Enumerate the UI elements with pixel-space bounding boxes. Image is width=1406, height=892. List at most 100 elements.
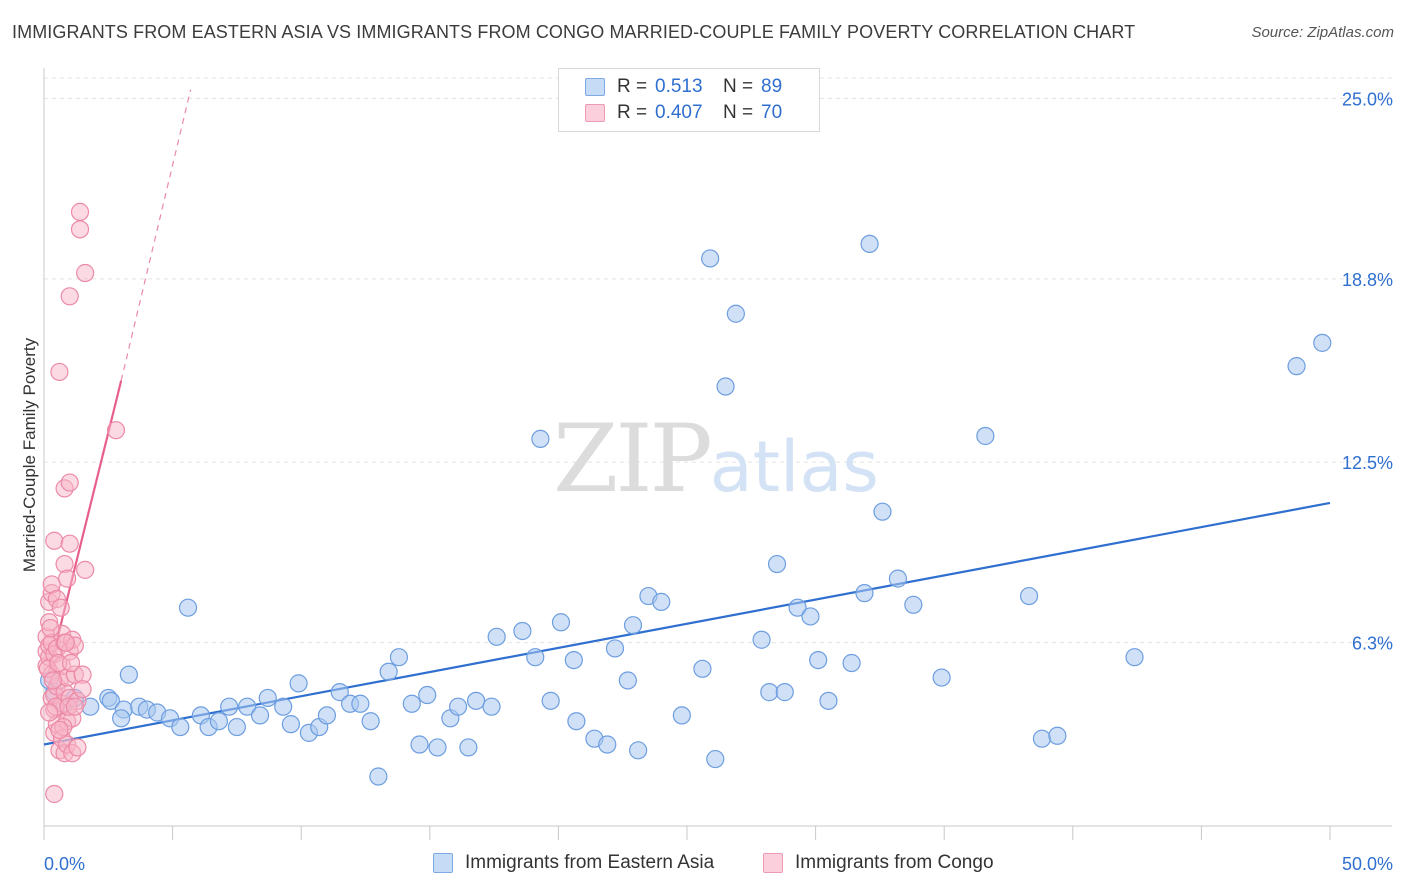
eastern-asia-point [1019, 586, 1039, 606]
eastern-asia-point [672, 706, 691, 725]
eastern-asia-point [209, 712, 228, 731]
congo-point [61, 653, 81, 673]
congo-point [68, 738, 87, 757]
eastern-asia-point [258, 688, 277, 708]
eastern-asia-point [623, 616, 643, 635]
eastern-asia-point [860, 234, 879, 253]
eastern-asia-point [842, 653, 861, 673]
eastern-asia-point [330, 683, 349, 702]
eastern-asia-point [809, 651, 828, 670]
congo-point [45, 784, 64, 804]
eastern-asia-point [220, 697, 239, 716]
x-tick-label-max: 50.0% [1342, 854, 1393, 874]
eastern-asia-point [250, 706, 270, 725]
eastern-asia-point [1313, 333, 1332, 352]
eastern-asia-point [351, 694, 370, 713]
eastern-asia-point [112, 709, 131, 728]
legend-n-label: N = [723, 102, 754, 123]
eastern-asia-point [760, 683, 779, 702]
congo-point [106, 421, 126, 440]
eastern-asia-point [701, 249, 720, 268]
eastern-asia-point [101, 691, 120, 710]
eastern-asia-point [402, 694, 421, 713]
eastern-asia-point [716, 377, 735, 396]
congo-point [51, 598, 70, 617]
eastern-asia-point [605, 639, 625, 658]
tick-labels: 6.3% 12.5% 18.8% 25.0% 0.0% 50.0% [44, 89, 1393, 874]
legend-r-label: R = [617, 76, 648, 97]
eastern-asia-point [361, 712, 380, 731]
eastern-asia-point [369, 767, 388, 786]
eastern-asia-point [618, 671, 637, 690]
eastern-asia-point [888, 569, 908, 588]
eastern-asia-point [564, 651, 583, 670]
eastern-asia-point [788, 598, 807, 617]
series-legend: Immigrants from Eastern Asia Immigrants … [0, 852, 1406, 878]
congo-point [70, 220, 90, 239]
y-tick-label: 12.5% [1342, 453, 1393, 473]
zipatlas-watermark: ZIPatlas [553, 405, 879, 514]
series-label-eastern-asia: Immigrants from Eastern Asia [465, 852, 715, 873]
series-swatch-blue [433, 853, 453, 873]
eastern-asia-point [1032, 729, 1052, 748]
eastern-asia-point [487, 627, 506, 646]
eastern-asia-point [567, 712, 586, 731]
legend-swatch-pink [585, 104, 605, 122]
watermark-atlas: atlas [709, 426, 879, 508]
congo-point [76, 263, 95, 283]
legend-row-eastern-asia: R = 0.513 N = 89 [585, 75, 782, 99]
congo-point [70, 202, 90, 221]
legend-r-value: 0.513 [655, 76, 703, 97]
eastern-asia-points [40, 234, 1332, 786]
correlation-legend: R = 0.513 N = 89 R = 0.407 N = 70 [558, 68, 820, 132]
eastern-asia-point [873, 502, 892, 521]
congo-point [58, 569, 77, 588]
eastern-asia-point [976, 426, 995, 446]
eastern-asia-point [767, 554, 787, 574]
y-tick-label: 18.8% [1342, 270, 1393, 290]
legend-swatch-blue [585, 78, 605, 96]
eastern-asia-point [1125, 648, 1144, 667]
eastern-asia-point [693, 659, 712, 678]
eastern-asia-point [119, 665, 138, 684]
eastern-asia-point [171, 717, 190, 737]
eastern-asia-point [706, 749, 725, 769]
congo-point [60, 473, 79, 492]
eastern-asia-point [459, 738, 478, 757]
watermark-zip: ZIP [553, 405, 713, 514]
congo-point [65, 697, 84, 716]
eastern-asia-point [178, 598, 198, 617]
eastern-asia-point [726, 304, 745, 323]
eastern-asia-point [652, 592, 671, 611]
eastern-asia-point [274, 697, 293, 716]
congo-points [37, 202, 126, 804]
congo-point [60, 534, 79, 553]
source-credit: Source: ZipAtlas.com [1251, 24, 1394, 41]
legend-n-label: N = [723, 76, 754, 97]
eastern-asia-point [466, 691, 486, 710]
eastern-asia-point [855, 584, 874, 603]
series-legend-eastern-asia[interactable]: Immigrants from Eastern Asia [433, 852, 714, 874]
y-tick-label: 25.0% [1342, 89, 1393, 109]
eastern-asia-point [526, 648, 545, 667]
y-tick-label: 6.3% [1352, 634, 1393, 654]
eastern-asia-point [1048, 726, 1067, 745]
eastern-asia-point [629, 741, 648, 760]
congo-point [50, 362, 69, 382]
eastern-asia-point [598, 735, 617, 754]
chart-title: IMMIGRANTS FROM EASTERN ASIA VS IMMIGRAN… [12, 22, 1136, 42]
legend-r-label: R = [617, 102, 648, 123]
legend-row-congo: R = 0.407 N = 70 [585, 101, 782, 125]
congo-trend-extension [120, 89, 192, 381]
legend-n-value: 70 [761, 102, 783, 123]
eastern-asia-point [227, 717, 246, 737]
eastern-asia-point [448, 697, 468, 716]
eastern-asia-point [418, 685, 437, 705]
eastern-asia-point [513, 621, 532, 641]
eastern-asia-point [389, 648, 409, 667]
series-legend-congo[interactable]: Immigrants from Congo [763, 852, 994, 874]
eastern-asia-point [752, 630, 771, 649]
eastern-asia-point [281, 715, 301, 734]
eastern-asia-point [482, 697, 501, 716]
